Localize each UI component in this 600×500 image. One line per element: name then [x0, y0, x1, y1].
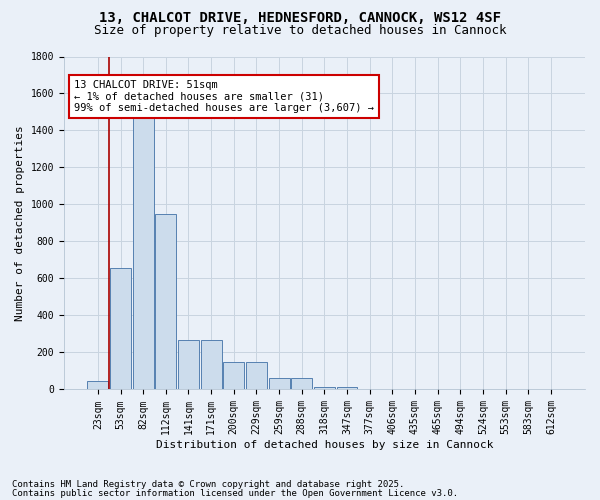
- Bar: [133, 112, 154, 390]
- Bar: [110, 268, 131, 390]
- Text: Contains public sector information licensed under the Open Government Licence v3: Contains public sector information licen…: [12, 488, 458, 498]
- Bar: [88, 381, 109, 390]
- Bar: [223, 362, 244, 390]
- Text: Contains HM Land Registry data © Crown copyright and database right 2025.: Contains HM Land Registry data © Crown c…: [12, 480, 404, 489]
- Bar: [246, 362, 267, 390]
- Text: Size of property relative to detached houses in Cannock: Size of property relative to detached ho…: [94, 24, 506, 37]
- Bar: [314, 386, 335, 390]
- Y-axis label: Number of detached properties: Number of detached properties: [15, 125, 25, 321]
- Bar: [155, 214, 176, 390]
- Text: 13 CHALCOT DRIVE: 51sqm
← 1% of detached houses are smaller (31)
99% of semi-det: 13 CHALCOT DRIVE: 51sqm ← 1% of detached…: [74, 80, 374, 113]
- X-axis label: Distribution of detached houses by size in Cannock: Distribution of detached houses by size …: [155, 440, 493, 450]
- Bar: [269, 378, 290, 390]
- Bar: [178, 340, 199, 390]
- Bar: [292, 378, 312, 390]
- Bar: [337, 386, 358, 390]
- Bar: [201, 340, 221, 390]
- Text: 13, CHALCOT DRIVE, HEDNESFORD, CANNOCK, WS12 4SF: 13, CHALCOT DRIVE, HEDNESFORD, CANNOCK, …: [99, 12, 501, 26]
